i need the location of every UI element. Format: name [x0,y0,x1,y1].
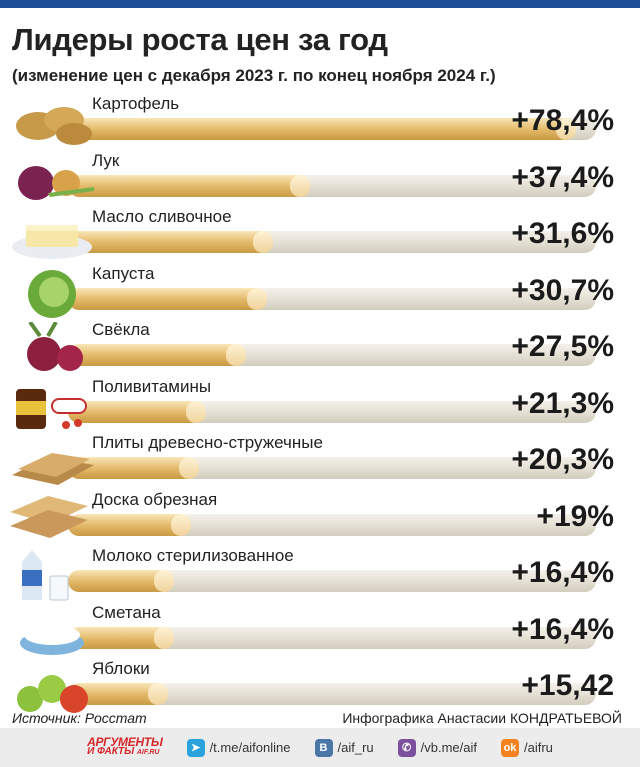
bar-track [68,626,596,649]
bar-row: Капуста +30,7% [0,264,640,320]
bar [68,400,206,423]
bar [68,287,267,310]
bar-label: Свёкла [92,320,150,339]
bar-row: Доска обрезная +19% [0,490,640,546]
bar [68,513,192,536]
bar-label: Плиты древесно-стружечные [92,433,323,452]
bar-track [68,457,596,479]
bar [68,626,175,649]
social-link-viber[interactable]: ✆ /vb.me/aif [397,738,477,757]
bar-value-label: +16,4% [511,612,614,646]
logo-line1: АРГУМЕНТЫ [87,735,163,749]
bar [68,457,200,479]
social-link-telegram[interactable]: ➤ /t.me/aifonline [186,738,291,757]
vitamins-icon [16,388,87,429]
bar-value-label: +19% [536,499,614,533]
onion-icon [18,165,94,200]
bar-track [68,287,596,310]
bar-row: Лук +37,4% [0,151,640,207]
bar-row: Молоко стерилизованное +16,4% [0,546,640,602]
beet-icon [27,322,83,371]
bar-label: Сметана [92,602,161,622]
bar-row: Картофель +78,4% [0,94,640,150]
bar-value-label: +78,4% [511,104,614,137]
bar-row: Плиты древесно-стружечные +20,3% [0,433,640,489]
bar-value-label: +27,5% [511,330,614,363]
bar [68,118,576,140]
logo-domain: AIF.RU [136,749,160,756]
bar-value-label: +20,3% [511,443,614,476]
bar-label: Доска обрезная [92,489,218,509]
infographic: Лидеры роста цен за год (изменение цен с… [0,0,640,726]
apples-icon [17,675,88,713]
bar-label: Поливитамины [92,376,212,396]
bar-value-label: +16,4% [511,556,614,589]
bar-track [68,344,596,366]
page-subtitle: (изменение цен с декабря 2023 г. по коне… [12,66,496,85]
bar-track [68,118,596,140]
aif-logo[interactable]: АРГУМЕНТЫ И ФАКТЫ AIF.RU [87,735,163,758]
telegram-icon: ➤ [186,738,205,757]
bar-label: Лук [92,150,120,170]
milk-icon [22,550,69,601]
social-link-text: /aif_ru [337,740,374,755]
potato-icon [16,107,92,145]
cabbage-icon [28,269,76,318]
bar [68,231,273,253]
bar-label: Капуста [92,263,155,283]
bar-track [68,570,596,592]
bar-track [68,683,596,705]
social-link-text: /vb.me/aif [420,740,477,755]
bar-track [68,231,596,253]
bar-value-label: +31,6% [511,217,614,250]
bar-chart: Картофель +78,4% Лук +37,4% Масло сливочное +… [0,8,640,732]
sour-cream-icon [20,623,84,655]
bar [68,570,175,592]
social-link-ok[interactable]: ok /aifru [501,738,553,757]
bar-row: Яблоки +15,42 [0,659,640,715]
bar-track [68,174,596,197]
butter-icon [12,225,92,259]
chipboard-icon [12,453,94,485]
bar-label: Картофель [92,94,180,113]
bar [68,683,168,705]
source-note: Источник: Росстат [12,710,147,726]
ok-icon: ok [501,738,519,757]
footer-bar: АРГУМЕНТЫ И ФАКТЫ AIF.RU ➤ /t.me/aifonli… [0,728,640,767]
bar-label: Молоко стерилизованное [92,546,294,565]
bar [68,174,311,197]
plank-icon [10,495,88,538]
bar-value-label: +37,4% [511,160,614,194]
social-link-text: /aifru [524,740,553,755]
bar-value-label: +21,3% [511,386,614,420]
logo-line2: И ФАКТЫ [87,746,135,757]
viber-icon: ✆ [397,738,416,757]
bar-row: Сметана +16,4% [0,603,640,659]
page-title: Лидеры роста цен за год [12,22,388,57]
credit-note: Инфографика Анастасии КОНДРАТЬЕВОЙ [342,710,622,726]
bar-row: Свёкла +27,5% [0,320,640,376]
bar-value-label: +15,42 [521,669,614,702]
vk-icon: B [314,738,333,757]
bar-label: Масло сливочное [92,207,232,226]
bar-track [68,400,596,423]
social-link-text: /t.me/aifonline [209,740,291,755]
bar-value-label: +30,7% [511,273,614,307]
bar [68,344,247,366]
bar-label: Яблоки [92,659,150,678]
bar-row: Масло сливочное +31,6% [0,207,640,263]
bar-track [68,513,596,536]
bar-row: Поливитамины +21,3% [0,377,640,433]
social-link-vk[interactable]: B /aif_ru [314,738,374,757]
